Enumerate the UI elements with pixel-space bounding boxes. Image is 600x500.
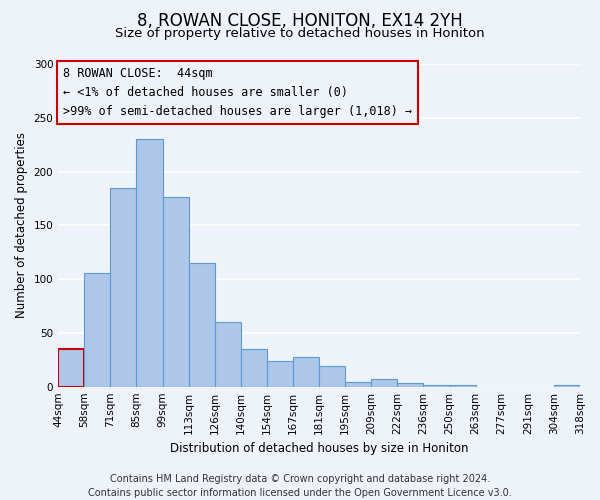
Bar	[319, 366, 345, 386]
Bar	[163, 198, 188, 386]
Y-axis label: Number of detached properties: Number of detached properties	[15, 132, 28, 318]
Bar	[293, 356, 319, 386]
Bar	[136, 140, 163, 386]
Bar	[345, 382, 371, 386]
Text: Size of property relative to detached houses in Honiton: Size of property relative to detached ho…	[115, 28, 485, 40]
Bar	[58, 349, 84, 387]
Bar	[371, 379, 397, 386]
Bar	[241, 349, 267, 387]
Bar	[110, 188, 136, 386]
X-axis label: Distribution of detached houses by size in Honiton: Distribution of detached houses by size …	[170, 442, 469, 455]
Bar	[188, 263, 215, 386]
Bar	[554, 384, 580, 386]
Bar	[267, 361, 293, 386]
Bar	[449, 384, 476, 386]
Bar	[84, 272, 110, 386]
Bar	[397, 384, 424, 386]
Text: 8, ROWAN CLOSE, HONITON, EX14 2YH: 8, ROWAN CLOSE, HONITON, EX14 2YH	[137, 12, 463, 30]
Text: Contains HM Land Registry data © Crown copyright and database right 2024.
Contai: Contains HM Land Registry data © Crown c…	[88, 474, 512, 498]
Bar	[424, 384, 449, 386]
Text: 8 ROWAN CLOSE:  44sqm
← <1% of detached houses are smaller (0)
>99% of semi-deta: 8 ROWAN CLOSE: 44sqm ← <1% of detached h…	[64, 67, 413, 118]
Bar	[215, 322, 241, 386]
